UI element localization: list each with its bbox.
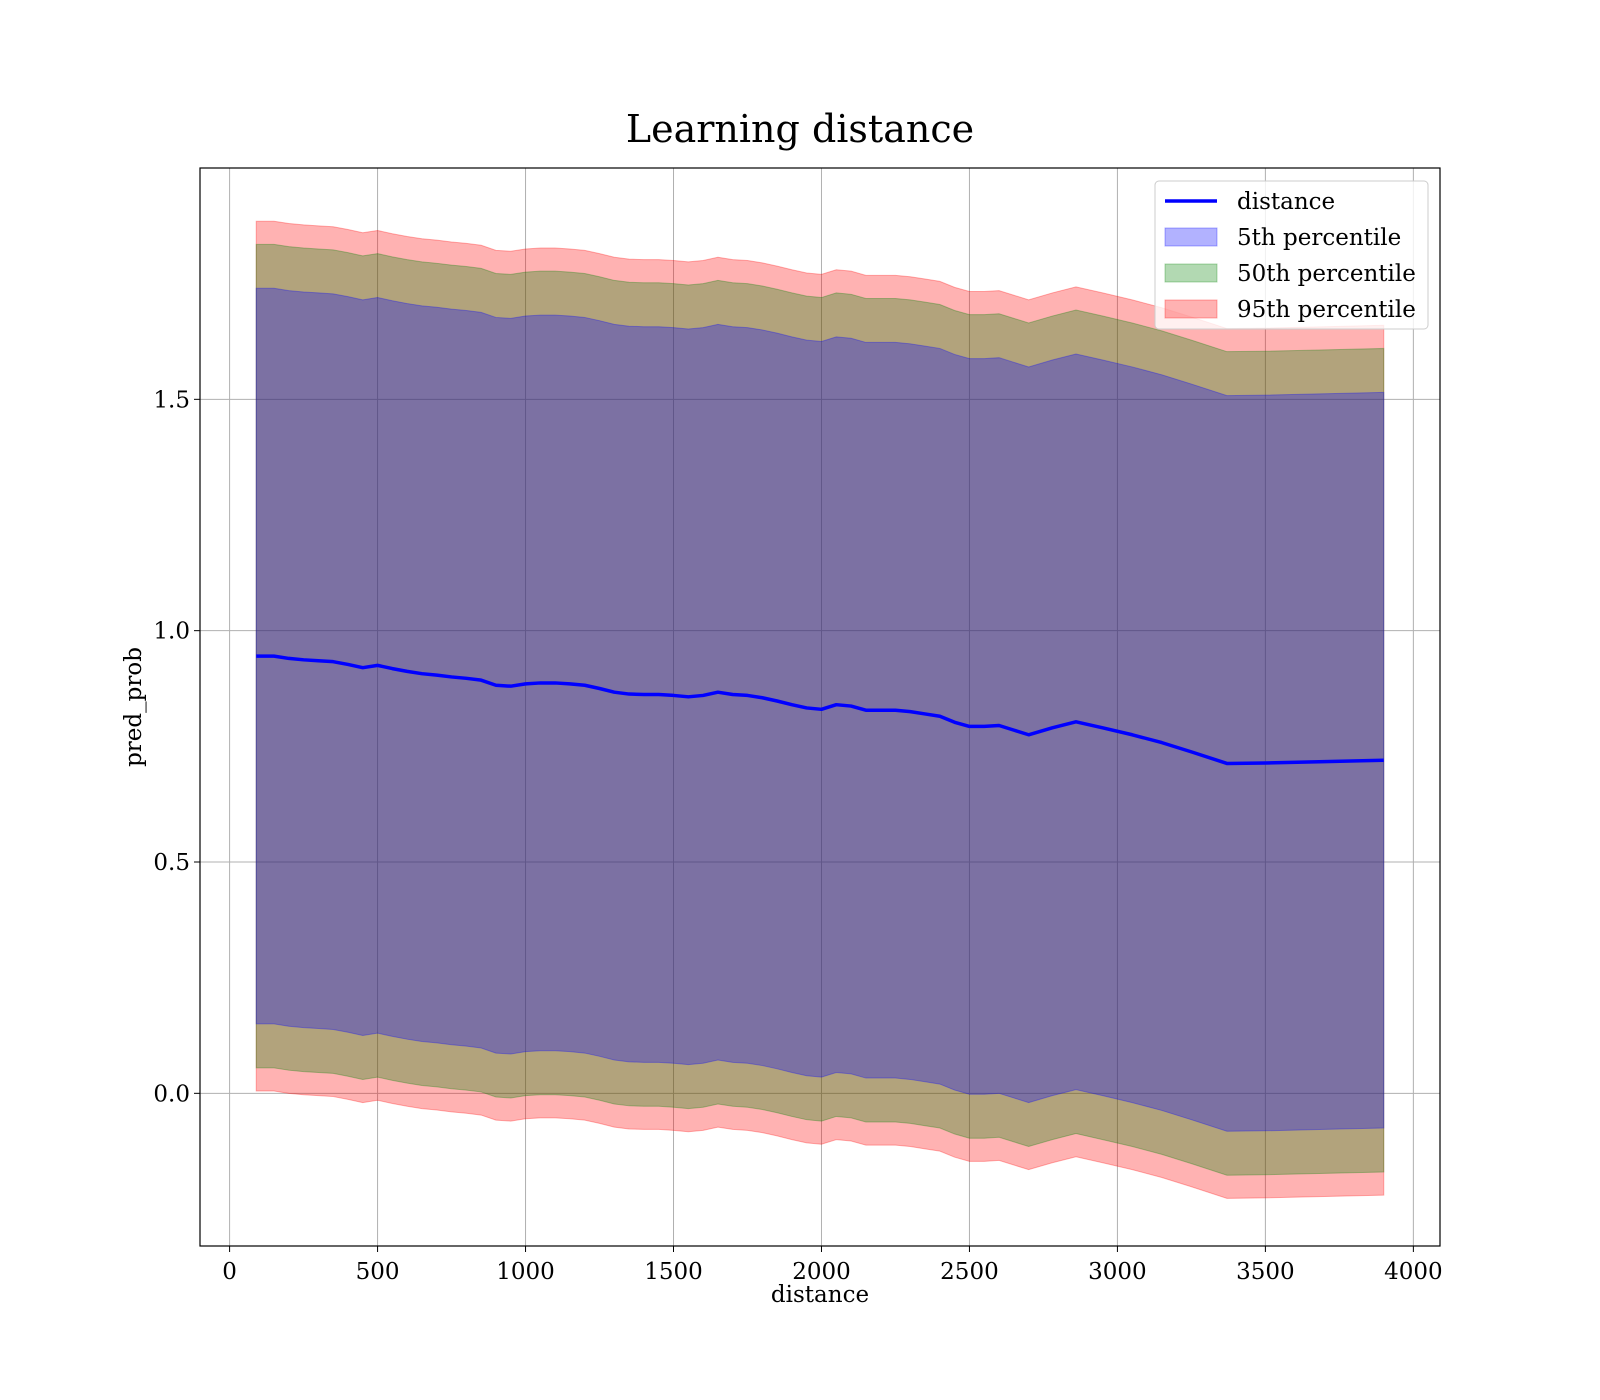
x-tick-label: 2000	[792, 1259, 851, 1285]
legend-label-95th-percentile: 95th percentile	[1237, 297, 1416, 323]
y-tick-label: 1.0	[153, 619, 190, 645]
x-tick-label: 0	[222, 1259, 237, 1285]
legend-box	[1154, 180, 1429, 330]
x-tick-label: 500	[356, 1259, 400, 1285]
series-line-distance	[256, 654, 1384, 766]
x-tick-label: 3000	[1088, 1259, 1147, 1285]
legend-label-distance: distance	[1237, 189, 1335, 215]
y-tick-label: 0.0	[153, 1081, 190, 1107]
series-lines	[256, 654, 1384, 766]
legend-swatch-50th-percentile	[1164, 263, 1218, 283]
legend-swatch-5th-percentile	[1164, 227, 1218, 247]
y-tick-label: 0.5	[153, 850, 190, 876]
y-tick-label: 1.5	[153, 387, 190, 413]
chart-title: Learning distance	[626, 107, 974, 151]
legend: distance 5th percentile 50th percentile 95t…	[1154, 180, 1429, 330]
legend-label-5th-percentile: 5th percentile	[1237, 225, 1401, 251]
y-axis-label: pred_prob	[121, 647, 147, 767]
x-tick-label: 3500	[1236, 1259, 1295, 1285]
x-tick-label: 1000	[496, 1259, 555, 1285]
x-tick-label: 4000	[1384, 1259, 1443, 1285]
x-tick-label: 1500	[644, 1259, 703, 1285]
x-axis-label: distance	[771, 1282, 869, 1308]
plot-frame	[199, 167, 1441, 1247]
grid	[200, 168, 1440, 1246]
legend-swatch-95th-percentile	[1164, 299, 1218, 319]
x-tick-label: 2500	[940, 1259, 999, 1285]
axis-ticks: 0 500 1000 1500 2000 2500 3000 3500 4000 0.0 0.5 1.…	[153, 387, 1442, 1285]
legend-label-50th-percentile: 50th percentile	[1237, 261, 1416, 287]
